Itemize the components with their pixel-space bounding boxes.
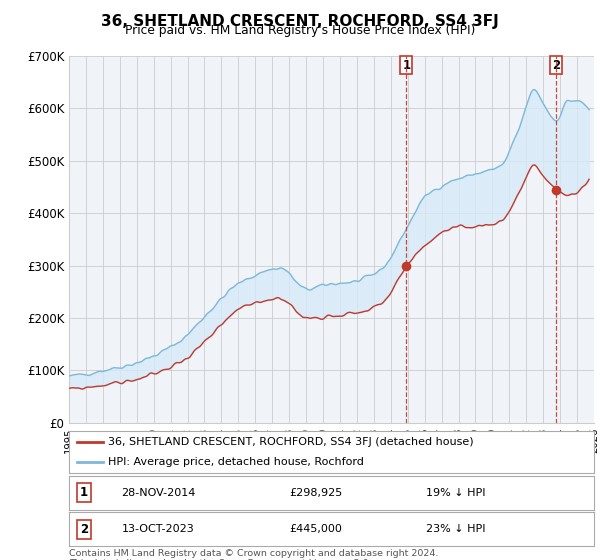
Text: 19% ↓ HPI: 19% ↓ HPI xyxy=(426,488,485,498)
Text: 23% ↓ HPI: 23% ↓ HPI xyxy=(426,524,485,534)
Text: 28-NOV-2014: 28-NOV-2014 xyxy=(121,488,196,498)
Text: 36, SHETLAND CRESCENT, ROCHFORD, SS4 3FJ: 36, SHETLAND CRESCENT, ROCHFORD, SS4 3FJ xyxy=(101,14,499,29)
Text: 2: 2 xyxy=(80,522,88,536)
Text: Price paid vs. HM Land Registry's House Price Index (HPI): Price paid vs. HM Land Registry's House … xyxy=(125,24,475,36)
Text: £445,000: £445,000 xyxy=(290,524,343,534)
Text: 1: 1 xyxy=(402,59,410,72)
Text: Contains HM Land Registry data © Crown copyright and database right 2024.
This d: Contains HM Land Registry data © Crown c… xyxy=(69,549,439,560)
Text: HPI: Average price, detached house, Rochford: HPI: Average price, detached house, Roch… xyxy=(109,458,364,467)
Text: 36, SHETLAND CRESCENT, ROCHFORD, SS4 3FJ (detached house): 36, SHETLAND CRESCENT, ROCHFORD, SS4 3FJ… xyxy=(109,437,474,447)
Text: 2: 2 xyxy=(552,59,560,72)
Text: £298,925: £298,925 xyxy=(290,488,343,498)
Text: 13-OCT-2023: 13-OCT-2023 xyxy=(121,524,194,534)
Text: 1: 1 xyxy=(80,486,88,500)
